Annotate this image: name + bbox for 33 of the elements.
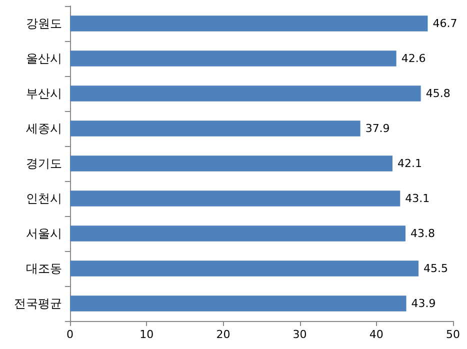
y-tick-label: 세종시 [26, 122, 62, 136]
bar [70, 260, 419, 276]
x-tick-label: 30 [292, 328, 307, 341]
x-tick-label: 20 [216, 328, 230, 341]
data-label: 43.8 [410, 227, 436, 240]
data-label: 42.6 [401, 52, 426, 65]
bar [70, 226, 406, 242]
x-tick-label: 0 [66, 328, 74, 341]
bar [70, 156, 392, 172]
data-label: 37.9 [365, 122, 390, 135]
data-label: 45.5 [424, 262, 448, 275]
y-tick-label: 서울시 [26, 226, 62, 240]
x-tick-label: 10 [140, 328, 154, 341]
y-tick-label: 대조동 [26, 262, 62, 276]
x-tick-label: 50 [446, 328, 460, 341]
x-tick-label: 40 [369, 328, 384, 341]
y-tick-label: 강원도 [26, 16, 62, 30]
bar [70, 16, 428, 32]
y-tick-label: 전국평균 [14, 296, 62, 310]
y-tick-label: 인천시 [26, 192, 62, 206]
data-label: 45.8 [426, 87, 450, 100]
bar [70, 86, 421, 102]
bar [70, 50, 396, 66]
data-label: 43.9 [411, 297, 436, 310]
y-tick-label: 울산시 [26, 52, 62, 66]
y-tick-label: 부산시 [26, 86, 62, 100]
bar [70, 190, 400, 206]
bar [70, 120, 360, 136]
y-tick-label: 경기도 [26, 156, 62, 170]
data-label: 43.1 [405, 192, 430, 205]
data-label: 46.7 [432, 17, 458, 30]
data-label: 42.1 [397, 157, 422, 170]
bar [70, 296, 406, 312]
